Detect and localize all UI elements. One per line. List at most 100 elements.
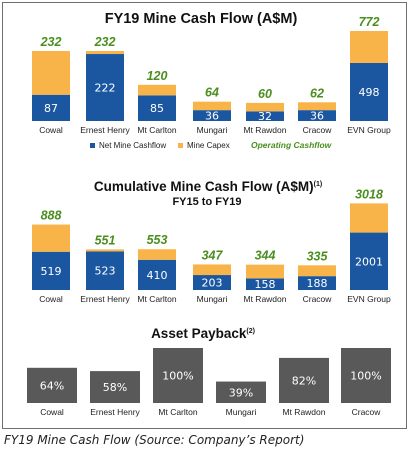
chart2-net-label-cracow: 188 — [307, 277, 328, 290]
legend-swatch-capex — [178, 143, 183, 148]
chart1-plot: 87 232 Cowal 222 232 Ernest Henry 85 120 Mt Carl… — [32, 15, 391, 135]
chart1-bar-capex-cracow — [298, 102, 336, 111]
chart1-bar-net-mt-rawdon — [246, 111, 284, 121]
chart3-category-label-mungari: Mungari — [226, 407, 257, 417]
chart3-category-label-mt-carlton: Mt Carlton — [158, 407, 197, 417]
chart3-category-label-mt-rawdon: Mt Rawdon — [283, 407, 326, 417]
chart1-bar-net-mt-carlton — [138, 95, 176, 121]
chart3-value-label-mt-carlton: 100% — [162, 370, 193, 383]
chart3-bar-ernest-henry — [90, 371, 140, 403]
chart1-total-label-cracow: 62 — [310, 86, 324, 100]
chart1-net-label-evn-group: 498 — [359, 86, 380, 99]
chart1-total-label-mungari: 64 — [205, 86, 219, 100]
chart3-category-label-cracow: Cracow — [352, 407, 382, 417]
chart3-bar-mt-rawdon — [279, 357, 329, 403]
chart2-plot: 519 888 Cowal 523 551 Ernest Henry 410 553 Mt Ca… — [32, 187, 391, 304]
chart2-bar-capex-cowal — [32, 224, 70, 252]
chart1-total-label-mt-rawdon: 60 — [258, 87, 272, 101]
chart1-net-label-mt-rawdon: 32 — [258, 110, 272, 123]
chart1-category-label-mt-carlton: Mt Carlton — [137, 125, 176, 135]
chart1-category-label-cowal: Cowal — [39, 125, 63, 135]
chart2-category-label-evn-group: EVN Group — [347, 294, 391, 304]
chart1-net-label-cowal: 87 — [44, 102, 58, 115]
chart1-category-label-cracow: Cracow — [303, 125, 333, 135]
chart1-bar-net-cracow — [298, 110, 336, 121]
chart2-category-label-mungari: Mungari — [197, 294, 228, 304]
chart3-bar-mt-carlton — [153, 348, 203, 403]
chart1-category-label-evn-group: EVN Group — [347, 125, 391, 135]
chart2-bar-capex-mt-rawdon — [246, 264, 284, 279]
chart1-total-label-mt-carlton: 120 — [147, 69, 168, 83]
chart1-bar-capex-mungari — [193, 101, 231, 111]
chart3-plot: 64% Cowal 58% Ernest Henry 100% Mt Carlton 39%… — [27, 348, 391, 417]
chart2-bar-net-mungari — [193, 275, 231, 290]
chart2-bar-capex-mt-carlton — [138, 249, 176, 260]
chart3-bar-cowal — [27, 367, 77, 403]
chart2-category-label-ernest-henry: Ernest Henry — [80, 294, 130, 304]
chart3-bar-cracow — [341, 348, 391, 403]
chart1-bar-capex-cowal — [32, 51, 70, 95]
chart2-net-label-mungari: 203 — [202, 277, 223, 290]
chart3-bar-mungari — [216, 381, 266, 403]
chart1-net-label-cracow: 36 — [310, 110, 324, 123]
chart3-title: Asset Payback(2) — [151, 326, 255, 341]
chart3-value-label-ernest-henry: 58% — [103, 381, 127, 394]
chart2-subtitle: FY15 to FY19 — [172, 196, 241, 208]
chart3-value-label-cowal: 64% — [40, 379, 64, 392]
chart2-total-label-cracow: 335 — [307, 249, 329, 263]
legend-label-capex: Mine Capex — [187, 141, 230, 150]
chart2-category-label-mt-rawdon: Mt Rawdon — [244, 294, 287, 304]
chart2-bar-capex-ernest-henry — [86, 249, 124, 252]
chart1-bar-net-ernest-henry — [86, 54, 124, 121]
figure-caption: FY19 Mine Cash Flow (Source: Company’s R… — [4, 433, 305, 447]
chart2-bar-capex-mungari — [193, 264, 231, 276]
chart1-bar-capex-mt-carlton — [138, 84, 176, 96]
chart3-title-text: Asset Payback — [151, 326, 247, 341]
chart1-total-label-evn-group: 772 — [359, 15, 380, 29]
chart2-bar-net-ernest-henry — [86, 251, 124, 290]
chart2-total-label-cowal: 888 — [41, 209, 62, 223]
chart1-category-label-mungari: Mungari — [197, 125, 228, 135]
chart3-category-label-ernest-henry: Ernest Henry — [90, 407, 140, 417]
chart1-net-label-mungari: 36 — [205, 110, 219, 123]
chart2-bar-net-cracow — [298, 276, 336, 290]
chart2-total-label-ernest-henry: 551 — [95, 233, 116, 247]
chart3-category-label-cowal: Cowal — [40, 407, 64, 417]
chart2-title-text: Cumulative Mine Cash Flow (A$M) — [94, 179, 314, 194]
legend-label-operating: Operating Cashflow — [251, 140, 333, 150]
chart1-total-label-ernest-henry: 232 — [94, 35, 116, 49]
chart1-legend: Net Mine Cashflow Mine Capex Operating C… — [90, 140, 333, 150]
chart2-net-label-mt-rawdon: 158 — [255, 278, 276, 291]
chart1-category-label-mt-rawdon: Mt Rawdon — [244, 125, 287, 135]
chart2-bar-net-evn-group — [350, 232, 388, 290]
chart2-bar-net-cowal — [32, 251, 70, 290]
chart1-bar-capex-mt-rawdon — [246, 102, 284, 112]
chart1-title: FY19 Mine Cash Flow (A$M) — [105, 11, 298, 27]
chart2-title: Cumulative Mine Cash Flow (A$M)(1) — [94, 179, 322, 194]
chart3-value-label-mungari: 39% — [229, 386, 253, 399]
chart3-value-label-cracow: 100% — [350, 370, 381, 383]
chart2-total-label-mt-carlton: 553 — [147, 233, 168, 247]
chart1-bar-net-cowal — [32, 94, 70, 121]
chart1-category-label-ernest-henry: Ernest Henry — [80, 125, 130, 135]
chart2-category-label-cowal: Cowal — [39, 294, 63, 304]
chart1-net-label-mt-carlton: 85 — [150, 102, 164, 115]
chart2-bar-net-mt-rawdon — [246, 278, 284, 290]
chart2-total-label-mt-rawdon: 344 — [255, 249, 276, 263]
chart2-category-label-mt-carlton: Mt Carlton — [137, 294, 176, 304]
chart1-net-label-ernest-henry: 222 — [95, 82, 116, 95]
chart3-value-label-mt-rawdon: 82% — [292, 374, 316, 387]
chart2-bar-net-mt-carlton — [138, 259, 176, 290]
chart2-total-label-mungari: 347 — [202, 248, 224, 262]
chart3-title-superscript: (2) — [246, 328, 255, 335]
chart1-total-label-cowal: 232 — [40, 35, 62, 49]
chart2-category-label-cracow: Cracow — [303, 294, 333, 304]
chart2-bar-capex-cracow — [298, 265, 336, 277]
chart2-total-label-evn-group: 3018 — [355, 187, 383, 201]
chart1-bar-capex-ernest-henry — [86, 51, 124, 55]
chart2-title-superscript: (1) — [314, 181, 323, 188]
legend-label-net-cashflow: Net Mine Cashflow — [99, 141, 166, 150]
chart1-bar-capex-evn-group — [350, 30, 388, 63]
chart1-bar-net-evn-group — [350, 62, 388, 121]
